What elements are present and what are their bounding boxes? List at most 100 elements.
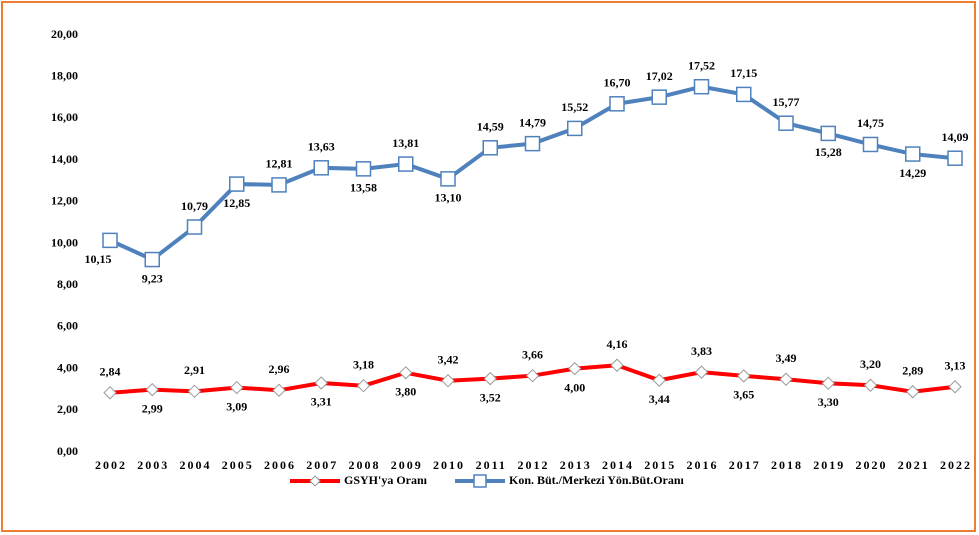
data-label: 17,02: [646, 69, 673, 83]
marker: [314, 376, 328, 390]
legend-marker: [309, 475, 321, 487]
data-label: 15,52: [561, 100, 588, 114]
legend-label: GSYH'ya Oranı: [344, 473, 428, 487]
y-tick-label: 8,00: [57, 277, 78, 291]
marker: [525, 368, 540, 383]
x-tick-label: 2004: [180, 458, 212, 472]
marker: [482, 140, 498, 156]
data-label: 3,30: [818, 395, 839, 409]
marker: [230, 380, 244, 395]
y-tick-label: 10,00: [51, 235, 78, 249]
x-tick-label: 2005: [222, 458, 254, 472]
y-tick-label: 20,00: [51, 27, 78, 41]
data-label: 3,52: [480, 390, 501, 404]
data-label: 2,84: [100, 365, 121, 379]
x-tick-label: 2014: [602, 458, 634, 472]
data-label: 3,80: [395, 385, 416, 399]
data-label: 3,49: [776, 351, 797, 365]
marker: [905, 146, 921, 162]
marker: [567, 120, 583, 137]
marker: [693, 78, 710, 95]
data-label: 13,63: [308, 140, 335, 154]
y-tick-label: 0,00: [57, 444, 78, 458]
data-label: 2,91: [184, 363, 205, 377]
marker: [483, 371, 497, 386]
marker: [187, 384, 202, 399]
data-label: 10,15: [85, 252, 112, 266]
marker: [145, 382, 159, 397]
data-label: 17,52: [688, 58, 715, 72]
data-label: 15,28: [815, 145, 842, 159]
marker: [186, 219, 203, 235]
data-label: 3,09: [226, 399, 247, 413]
marker: [524, 135, 541, 152]
marker: [440, 171, 456, 187]
data-label: 17,15: [730, 66, 757, 80]
marker: [398, 156, 414, 172]
marker: [862, 136, 879, 153]
marker: [609, 96, 625, 112]
data-label: 4,16: [607, 337, 628, 351]
x-tick-label: 2009: [391, 458, 423, 472]
data-label: 3,44: [649, 392, 670, 406]
data-label: 9,23: [142, 271, 163, 285]
y-tick-label: 18,00: [51, 68, 78, 82]
x-tick-label: 2011: [476, 458, 507, 472]
marker: [144, 251, 160, 268]
y-tick-label: 2,00: [57, 402, 78, 416]
x-tick-label: 2019: [813, 458, 845, 472]
x-tick-label: 2010: [433, 458, 465, 472]
data-label: 3,20: [860, 357, 881, 371]
data-label: 12,81: [266, 157, 293, 171]
data-label: 13,81: [392, 136, 419, 150]
data-label: 2,89: [902, 363, 923, 377]
marker: [355, 161, 372, 177]
data-label: 14,75: [857, 116, 884, 130]
x-tick-label: 2015: [644, 458, 676, 472]
marker: [906, 385, 920, 399]
x-tick-label: 2007: [306, 458, 338, 472]
x-tick-label: 2006: [264, 458, 296, 472]
marker: [610, 358, 624, 372]
y-tick-label: 12,00: [51, 194, 78, 208]
x-tick-label: 2013: [560, 458, 592, 472]
data-label: 14,29: [899, 166, 926, 180]
x-tick-label: 2020: [856, 458, 888, 472]
y-tick-label: 4,00: [57, 360, 78, 374]
marker: [356, 378, 371, 393]
marker: [736, 86, 752, 103]
marker: [399, 366, 413, 380]
marker: [103, 386, 117, 400]
legend-marker: [473, 474, 487, 488]
x-tick-label: 2021: [898, 458, 930, 472]
marker: [779, 372, 793, 386]
marker: [652, 373, 666, 387]
data-label: 14,59: [477, 120, 504, 134]
data-label: 12,85: [223, 196, 250, 210]
marker: [229, 176, 245, 192]
data-label: 3,42: [438, 352, 459, 366]
data-label: 10,79: [181, 199, 208, 213]
data-label: 2,99: [142, 401, 163, 415]
legend-label: Kon. Büt./Merkezi Yön.Büt.Oranı: [509, 473, 685, 487]
marker: [272, 383, 286, 397]
data-label: 14,09: [942, 130, 969, 144]
x-tick-label: 2016: [687, 458, 719, 472]
data-label: 3,65: [733, 388, 754, 402]
marker: [568, 361, 582, 376]
x-tick-label: 2017: [729, 458, 761, 472]
data-label: 3,66: [522, 347, 543, 361]
data-label: 15,77: [773, 95, 800, 109]
x-tick-label: 2022: [940, 458, 972, 472]
data-label: 3,83: [691, 344, 712, 358]
marker: [820, 125, 836, 142]
marker: [694, 365, 709, 379]
marker: [102, 232, 118, 249]
data-label: 3,13: [945, 358, 966, 372]
marker: [821, 376, 835, 390]
data-label: 3,18: [353, 357, 374, 371]
data-label: 13,58: [350, 181, 377, 195]
